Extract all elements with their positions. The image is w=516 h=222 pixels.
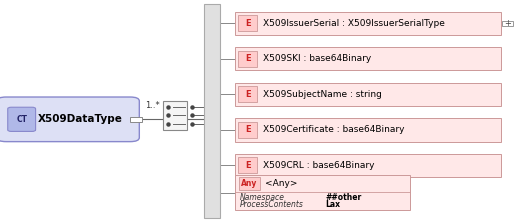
Text: Namespace: Namespace [240, 193, 285, 202]
Bar [204, 4, 220, 218]
Text: ProcessContents: ProcessContents [240, 200, 304, 209]
Bar [502, 21, 513, 26]
Bar [238, 157, 257, 173]
Bar [238, 15, 257, 31]
Text: E: E [245, 19, 250, 28]
Text: <Any>: <Any> [265, 179, 297, 188]
Bar [235, 118, 501, 142]
Bar [238, 51, 257, 67]
Text: ##other: ##other [325, 193, 361, 202]
Bar [238, 122, 257, 138]
Bar [235, 175, 410, 210]
Text: +: + [504, 19, 511, 28]
Text: X509SKI : base64Binary: X509SKI : base64Binary [263, 54, 372, 63]
FancyBboxPatch shape [0, 97, 139, 142]
Text: X509DataType: X509DataType [38, 114, 123, 124]
Text: E: E [245, 161, 250, 170]
Text: X509CRL : base64Binary: X509CRL : base64Binary [263, 161, 375, 170]
Bar [235, 83, 501, 106]
Bar [238, 86, 257, 102]
FancyBboxPatch shape [8, 107, 36, 131]
Text: 1..*: 1..* [145, 101, 160, 111]
Text: CT: CT [16, 115, 27, 124]
Bar [235, 47, 501, 71]
Text: X509IssuerSerial : X509IssuerSerialType: X509IssuerSerial : X509IssuerSerialType [263, 19, 445, 28]
Text: E: E [245, 54, 250, 63]
Text: E: E [245, 125, 250, 134]
Text: Lax: Lax [325, 200, 340, 209]
Bar [130, 117, 142, 122]
Bar [235, 12, 501, 35]
Bar [163, 101, 187, 130]
Text: E: E [245, 90, 250, 99]
Text: X509Certificate : base64Binary: X509Certificate : base64Binary [263, 125, 405, 134]
Bar [239, 177, 260, 190]
Text: Any: Any [241, 179, 257, 188]
Bar [235, 154, 501, 177]
Text: X509SubjectName : string: X509SubjectName : string [263, 90, 382, 99]
